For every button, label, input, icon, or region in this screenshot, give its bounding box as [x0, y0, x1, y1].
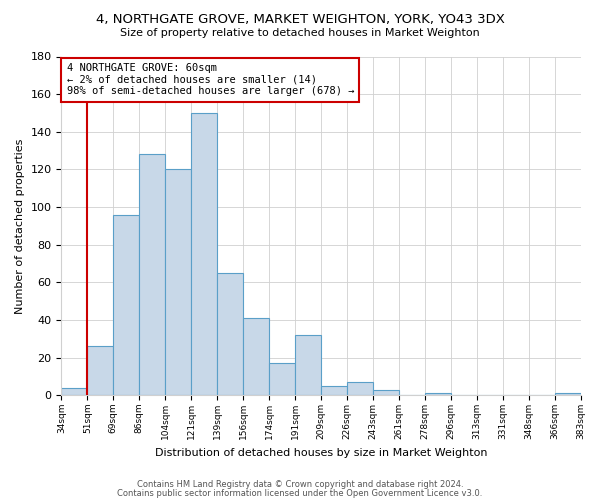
Bar — [347, 382, 373, 395]
Y-axis label: Number of detached properties: Number of detached properties — [15, 138, 25, 314]
Text: Size of property relative to detached houses in Market Weighton: Size of property relative to detached ho… — [120, 28, 480, 38]
Text: 4, NORTHGATE GROVE, MARKET WEIGHTON, YORK, YO43 3DX: 4, NORTHGATE GROVE, MARKET WEIGHTON, YOR… — [95, 12, 505, 26]
Bar — [425, 394, 451, 395]
Text: Contains public sector information licensed under the Open Government Licence v3: Contains public sector information licen… — [118, 488, 482, 498]
Bar — [321, 386, 347, 395]
Bar — [113, 214, 139, 395]
Bar — [295, 335, 321, 395]
Bar — [139, 154, 165, 395]
Text: Contains HM Land Registry data © Crown copyright and database right 2024.: Contains HM Land Registry data © Crown c… — [137, 480, 463, 489]
Bar — [243, 318, 269, 395]
Bar — [165, 170, 191, 395]
Bar — [373, 390, 399, 395]
Text: 4 NORTHGATE GROVE: 60sqm
← 2% of detached houses are smaller (14)
98% of semi-de: 4 NORTHGATE GROVE: 60sqm ← 2% of detache… — [67, 64, 354, 96]
X-axis label: Distribution of detached houses by size in Market Weighton: Distribution of detached houses by size … — [155, 448, 487, 458]
Bar — [191, 113, 217, 395]
Bar — [269, 363, 295, 395]
Bar — [88, 346, 113, 395]
Bar — [217, 273, 243, 395]
Bar — [554, 394, 581, 395]
Bar — [61, 388, 88, 395]
